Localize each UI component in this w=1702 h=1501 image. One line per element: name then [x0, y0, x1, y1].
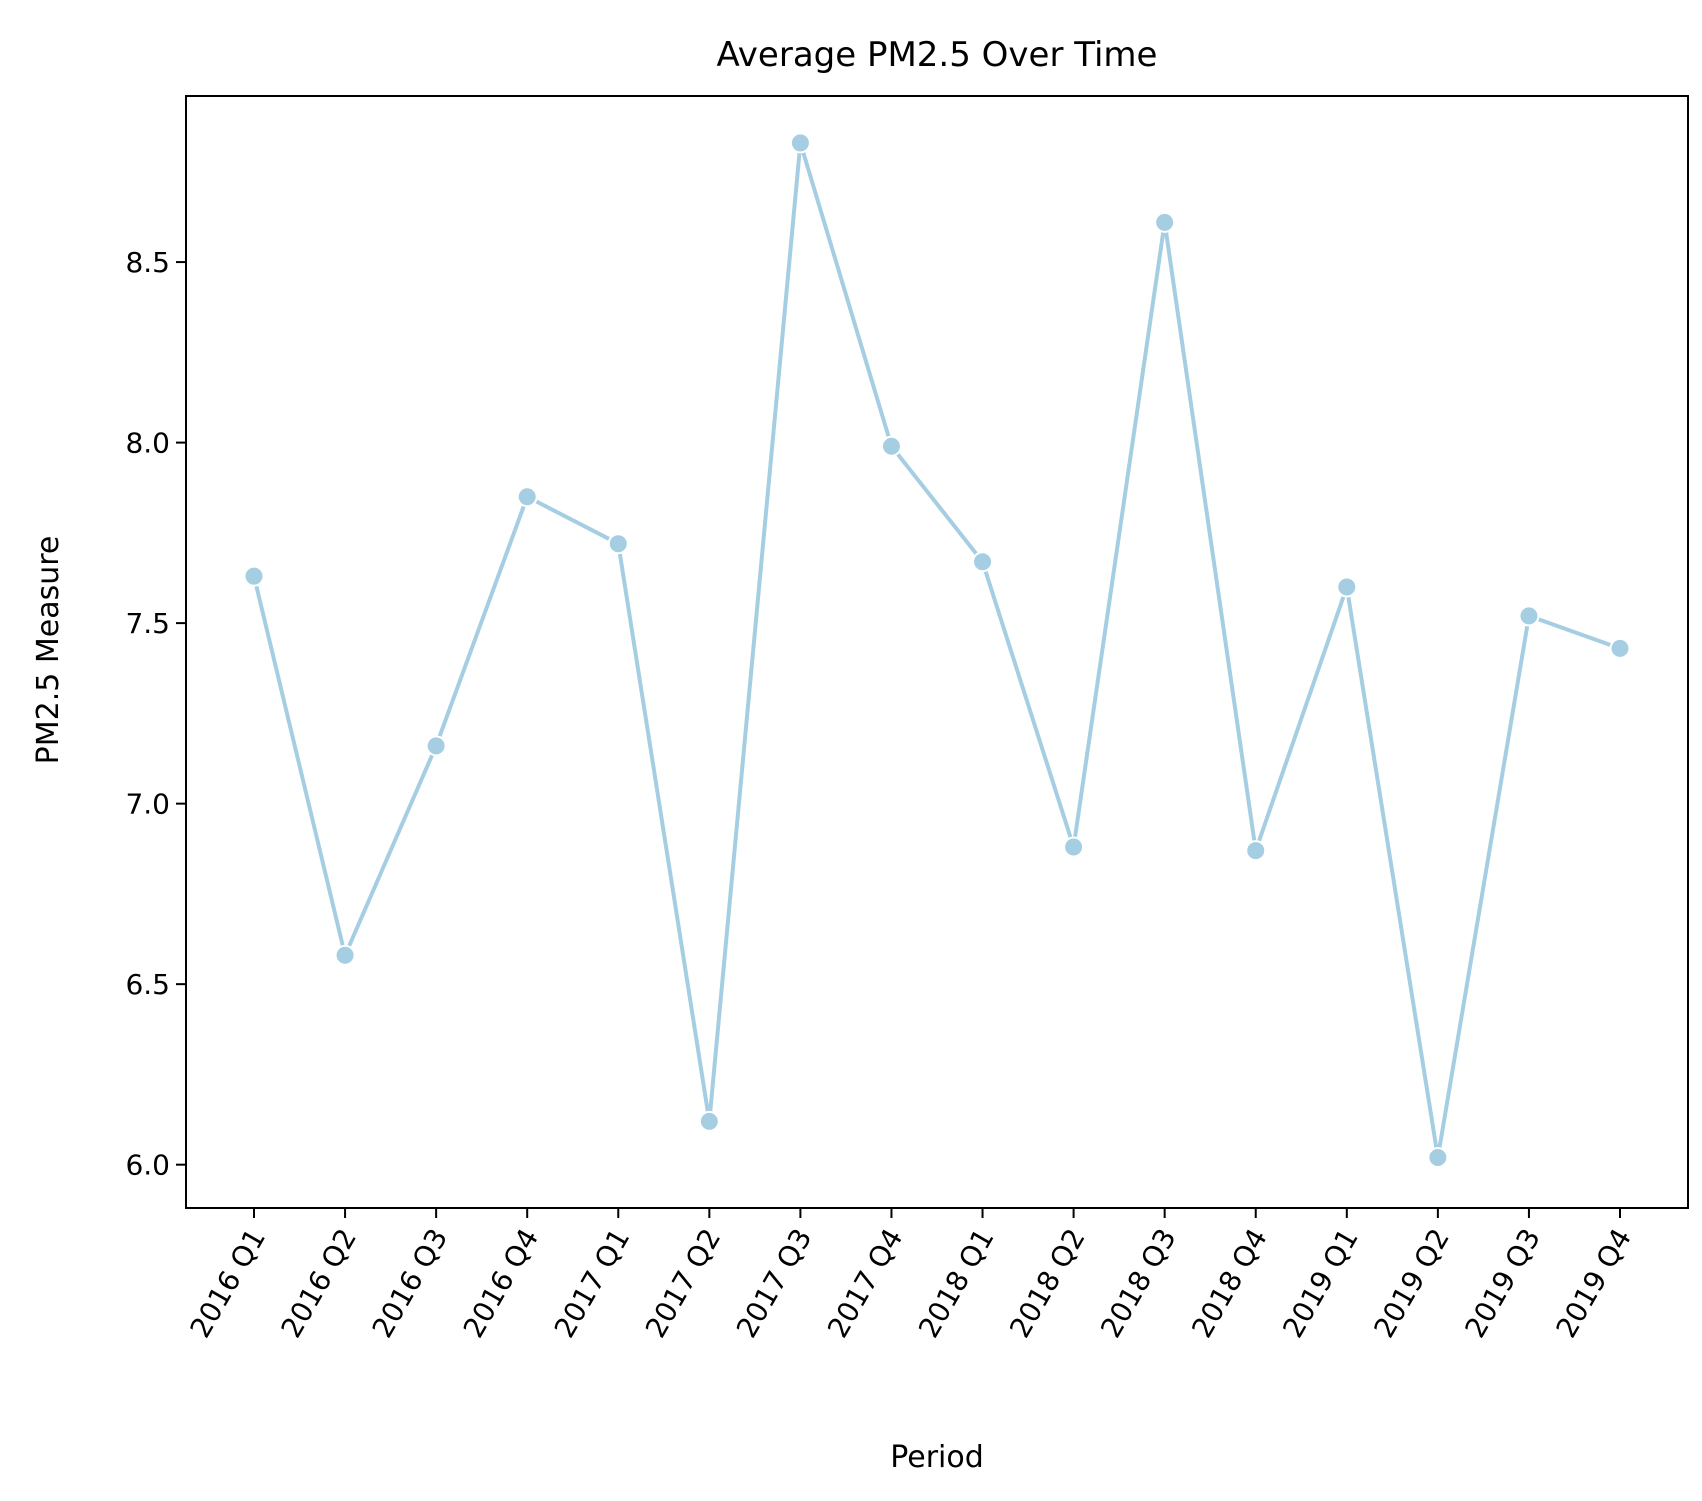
- x-axis-label: Period: [890, 1440, 984, 1475]
- chart-title: Average PM2.5 Over Time: [717, 35, 1158, 75]
- series-line: [252, 140, 1622, 1160]
- data-point: [1336, 576, 1358, 598]
- y-tick-label: 8.5: [125, 246, 170, 279]
- data-point: [1245, 840, 1267, 862]
- data-point: [1518, 605, 1540, 627]
- data-point: [243, 565, 265, 587]
- data-point: [1154, 211, 1176, 233]
- y-axis-label: PM2.5 Measure: [31, 536, 66, 765]
- data-point: [607, 533, 629, 555]
- data-point: [1427, 1146, 1449, 1168]
- data-point: [1609, 637, 1631, 659]
- data-point: [972, 551, 994, 573]
- y-tick-label: 7.5: [125, 607, 170, 640]
- data-point: [698, 1110, 720, 1132]
- y-axis-ticks: 6.0 6.5 7.0 7.5 8.0 8.5: [125, 246, 186, 1182]
- data-point: [425, 735, 447, 757]
- plot-area-frame: [185, 95, 1689, 1209]
- y-tick-label: 7.0: [125, 788, 170, 821]
- y-tick-label: 6.5: [125, 968, 170, 1001]
- data-point: [880, 435, 902, 457]
- data-point: [1063, 836, 1085, 858]
- data-point: [789, 132, 811, 154]
- data-point: [516, 486, 538, 508]
- y-tick-label: 6.0: [125, 1149, 170, 1182]
- data-point: [334, 944, 356, 966]
- y-tick-label: 8.0: [125, 427, 170, 460]
- series-layer: [243, 132, 1631, 1168]
